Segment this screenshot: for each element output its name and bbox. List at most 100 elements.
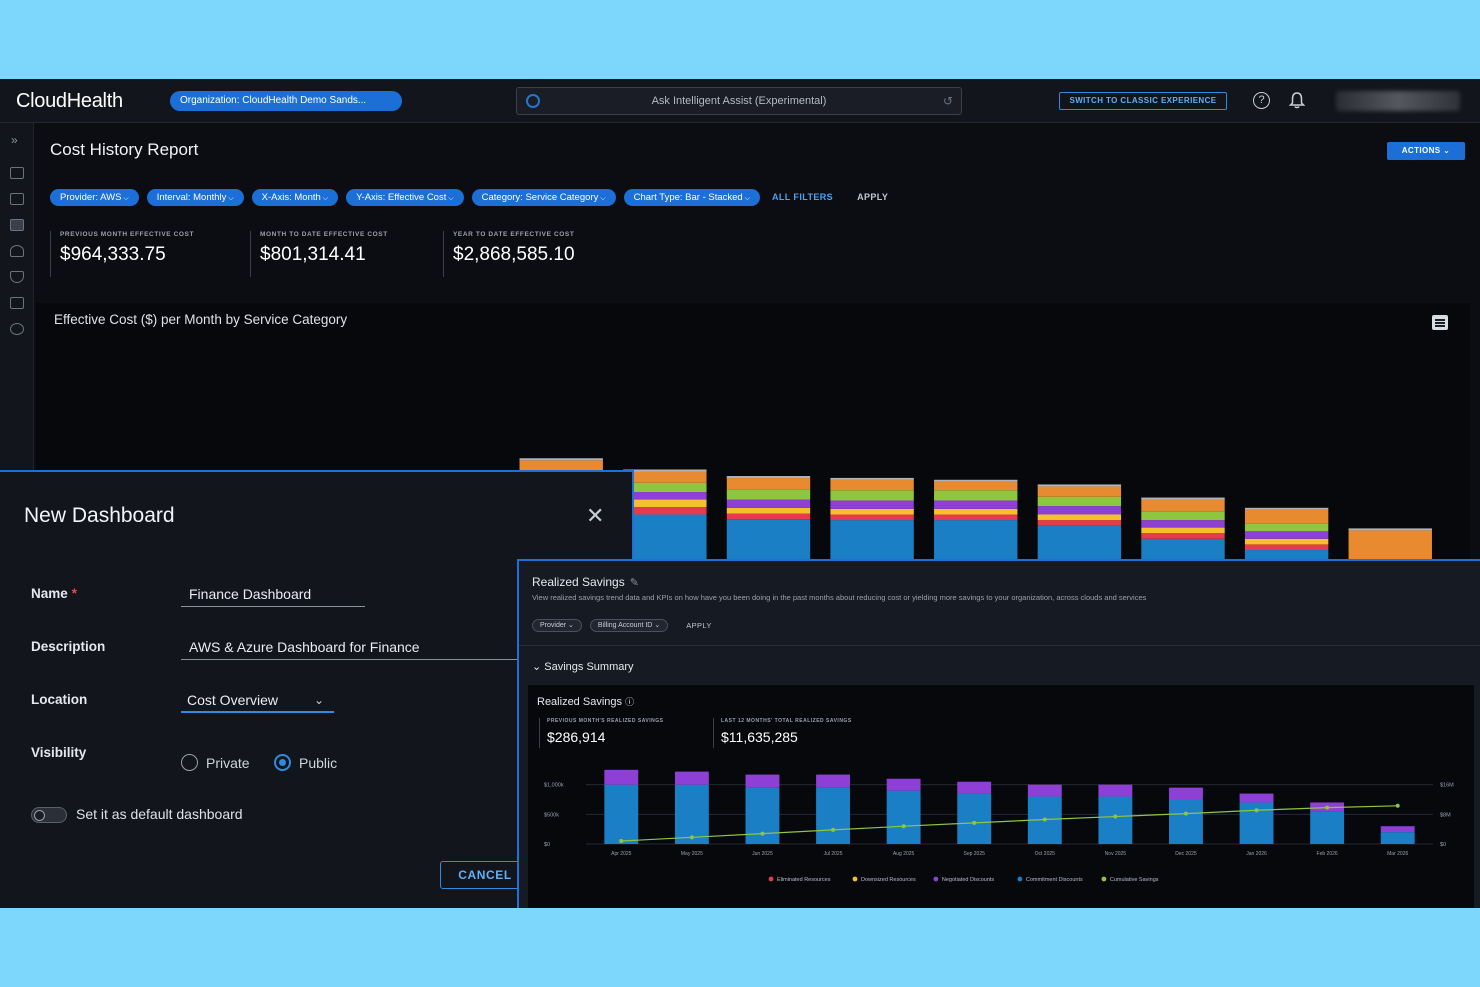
x-tick-label: Jul 2025 (824, 851, 843, 857)
legend-marker (1017, 876, 1023, 882)
savings-bar-segment (1098, 784, 1133, 797)
savings-summary-toggle[interactable]: ⌄ Savings Summary (532, 660, 634, 673)
reports-icon[interactable] (10, 193, 24, 205)
y2-tick-label: $16M (1440, 783, 1454, 789)
chart-bar-segment (1037, 520, 1122, 526)
chart-bar-cap (726, 476, 811, 479)
legend-label: Cumulative Savings (1110, 877, 1159, 883)
chart-bar-segment (1348, 530, 1432, 564)
home-icon[interactable] (10, 167, 24, 179)
assets-icon[interactable] (10, 297, 24, 309)
kpi-value: $286,914 (547, 729, 606, 745)
toggle-knob (34, 810, 45, 821)
close-icon[interactable]: ✕ (586, 503, 605, 528)
savings-apply-link[interactable]: APPLY (686, 621, 712, 630)
chart-bar-segment (623, 482, 707, 493)
kpi-label: PREVIOUS MONTH EFFECTIVE COST (60, 231, 195, 238)
realized-savings-description: View realized savings trend data and KPI… (532, 593, 1147, 602)
legend-marker (933, 876, 939, 882)
savings-bar-segment (745, 774, 780, 788)
description-input[interactable]: AWS & Azure Dashboard for Finance (181, 636, 521, 660)
savings-filter-provider[interactable]: Provider ⌄ (532, 619, 582, 632)
chart-bar-segment (623, 507, 707, 515)
savings-summary-label: Savings Summary (544, 661, 634, 673)
user-menu-avatar[interactable] (1336, 91, 1460, 111)
bell-icon[interactable] (1288, 91, 1306, 109)
chart-bar-segment (1244, 523, 1329, 532)
filter-chip-chart-type[interactable]: Chart Type: Bar - Stacked (623, 188, 760, 206)
savings-bar-segment (816, 787, 850, 844)
chart-bar-segment (1244, 544, 1329, 551)
radio-private-button[interactable] (181, 754, 198, 771)
chart-bar-segment (726, 478, 811, 490)
cumulative-savings-point (831, 827, 836, 832)
all-filters-link[interactable]: ALL FILTERS (771, 192, 834, 202)
kpi-month-to-date: MONTH TO DATE EFFECTIVE COST $801,314.41 (250, 231, 388, 277)
recommendations-icon[interactable] (10, 245, 24, 257)
filter-chip-interval[interactable]: Interval: Monthly (146, 188, 244, 206)
chart-bar-segment (726, 507, 811, 514)
location-select-value: Cost Overview (187, 692, 279, 708)
cumulative-savings-point (1183, 811, 1188, 816)
chart-bar-segment (623, 471, 707, 483)
x-tick-label: Aug 2025 (893, 851, 915, 857)
filter-chip-y-axis[interactable]: Y-Axis: Effective Cost (346, 188, 464, 206)
filter-chip-provider[interactable]: Provider: AWS (50, 188, 139, 206)
divider (519, 645, 1480, 646)
kpi-year-to-date: YEAR TO DATE EFFECTIVE COST $2,868,585.1… (443, 231, 575, 277)
radio-public-button[interactable] (274, 754, 291, 771)
chart-bar-segment (726, 513, 811, 520)
help-icon[interactable]: ? (1253, 92, 1270, 109)
actions-label: ACTIONS (1401, 146, 1441, 155)
kpi-label: LAST 12 MONTHS' TOTAL REALIZED SAVINGS (721, 718, 852, 724)
switch-classic-button[interactable]: SWITCH TO CLASSIC EXPERIENCE (1059, 92, 1227, 110)
chevron-down-icon: ⌄ (313, 693, 324, 707)
chart-bar-cap (1348, 528, 1432, 531)
chart-bar-segment (830, 490, 914, 501)
savings-bar-segment (1169, 799, 1203, 844)
realized-savings-card-title: Realized Savings ⓘ (537, 695, 634, 708)
chart-bar-segment (1244, 538, 1329, 545)
expand-nav-icon[interactable]: » (11, 133, 18, 147)
assist-spark-icon (526, 94, 540, 108)
realized-savings-chart: $1,000k $500k $0 $16M $8M $0 Apr 2025 May 2025 J… (544, 769, 1454, 883)
filter-chip-x-axis[interactable]: X-Axis: Month (251, 188, 339, 206)
users-icon[interactable] (10, 323, 24, 335)
chart-bar-segment (1141, 527, 1225, 534)
edit-pencil-icon[interactable]: ✎ (629, 577, 639, 589)
savings-filter-billing-account[interactable]: Billing Account ID ⌄ (589, 619, 669, 632)
cumulative-savings-point (972, 820, 977, 825)
chart-bar-segment (519, 460, 603, 472)
radio-private[interactable]: Private (181, 754, 250, 771)
actions-button[interactable]: ACTIONS ⌄ (1387, 142, 1465, 160)
x-tick-label: Nov 2025 (1105, 851, 1127, 857)
savings-bar-segment (1027, 784, 1062, 797)
savings-bar-segment (957, 781, 992, 794)
policies-icon[interactable] (10, 271, 24, 283)
kpi-value: $801,314.41 (260, 244, 366, 265)
location-select[interactable]: Cost Overview ⌄ (181, 689, 334, 713)
history-icon[interactable]: ↺ (942, 94, 953, 108)
kpi-label: MONTH TO DATE EFFECTIVE COST (260, 231, 388, 238)
info-icon[interactable]: ⓘ (625, 697, 635, 707)
kpi-value: $11,635,285 (721, 729, 798, 745)
apply-filters-link[interactable]: APPLY (857, 192, 889, 202)
name-input[interactable]: Finance Dashboard (181, 583, 365, 607)
app-logo[interactable]: CloudHealth (16, 90, 123, 112)
chart-menu-icon[interactable] (1432, 315, 1448, 330)
realized-savings-title: Realized Savings ✎ (532, 575, 639, 589)
y-tick-label: $500k (544, 812, 559, 818)
filter-chip-category[interactable]: Category: Service Category (471, 188, 616, 206)
report-title: Cost History Report (50, 140, 199, 159)
savings-bar-segment (1310, 811, 1345, 844)
ask-assist-input[interactable]: Ask Intelligent Assist (Experimental) ↺ (516, 87, 962, 115)
chart-bar-segment (934, 490, 1018, 501)
organization-selector[interactable]: Organization: CloudHealth Demo Sands... (170, 91, 402, 111)
savings-filter-billing-label: Billing Account ID (597, 622, 653, 629)
cumulative-savings-point (1254, 808, 1259, 813)
default-dashboard-toggle[interactable] (31, 807, 67, 823)
chart-bar-segment (623, 499, 707, 508)
radio-public[interactable]: Public (274, 754, 337, 771)
dashboard-icon[interactable] (10, 219, 24, 231)
cumulative-savings-point (760, 831, 765, 836)
